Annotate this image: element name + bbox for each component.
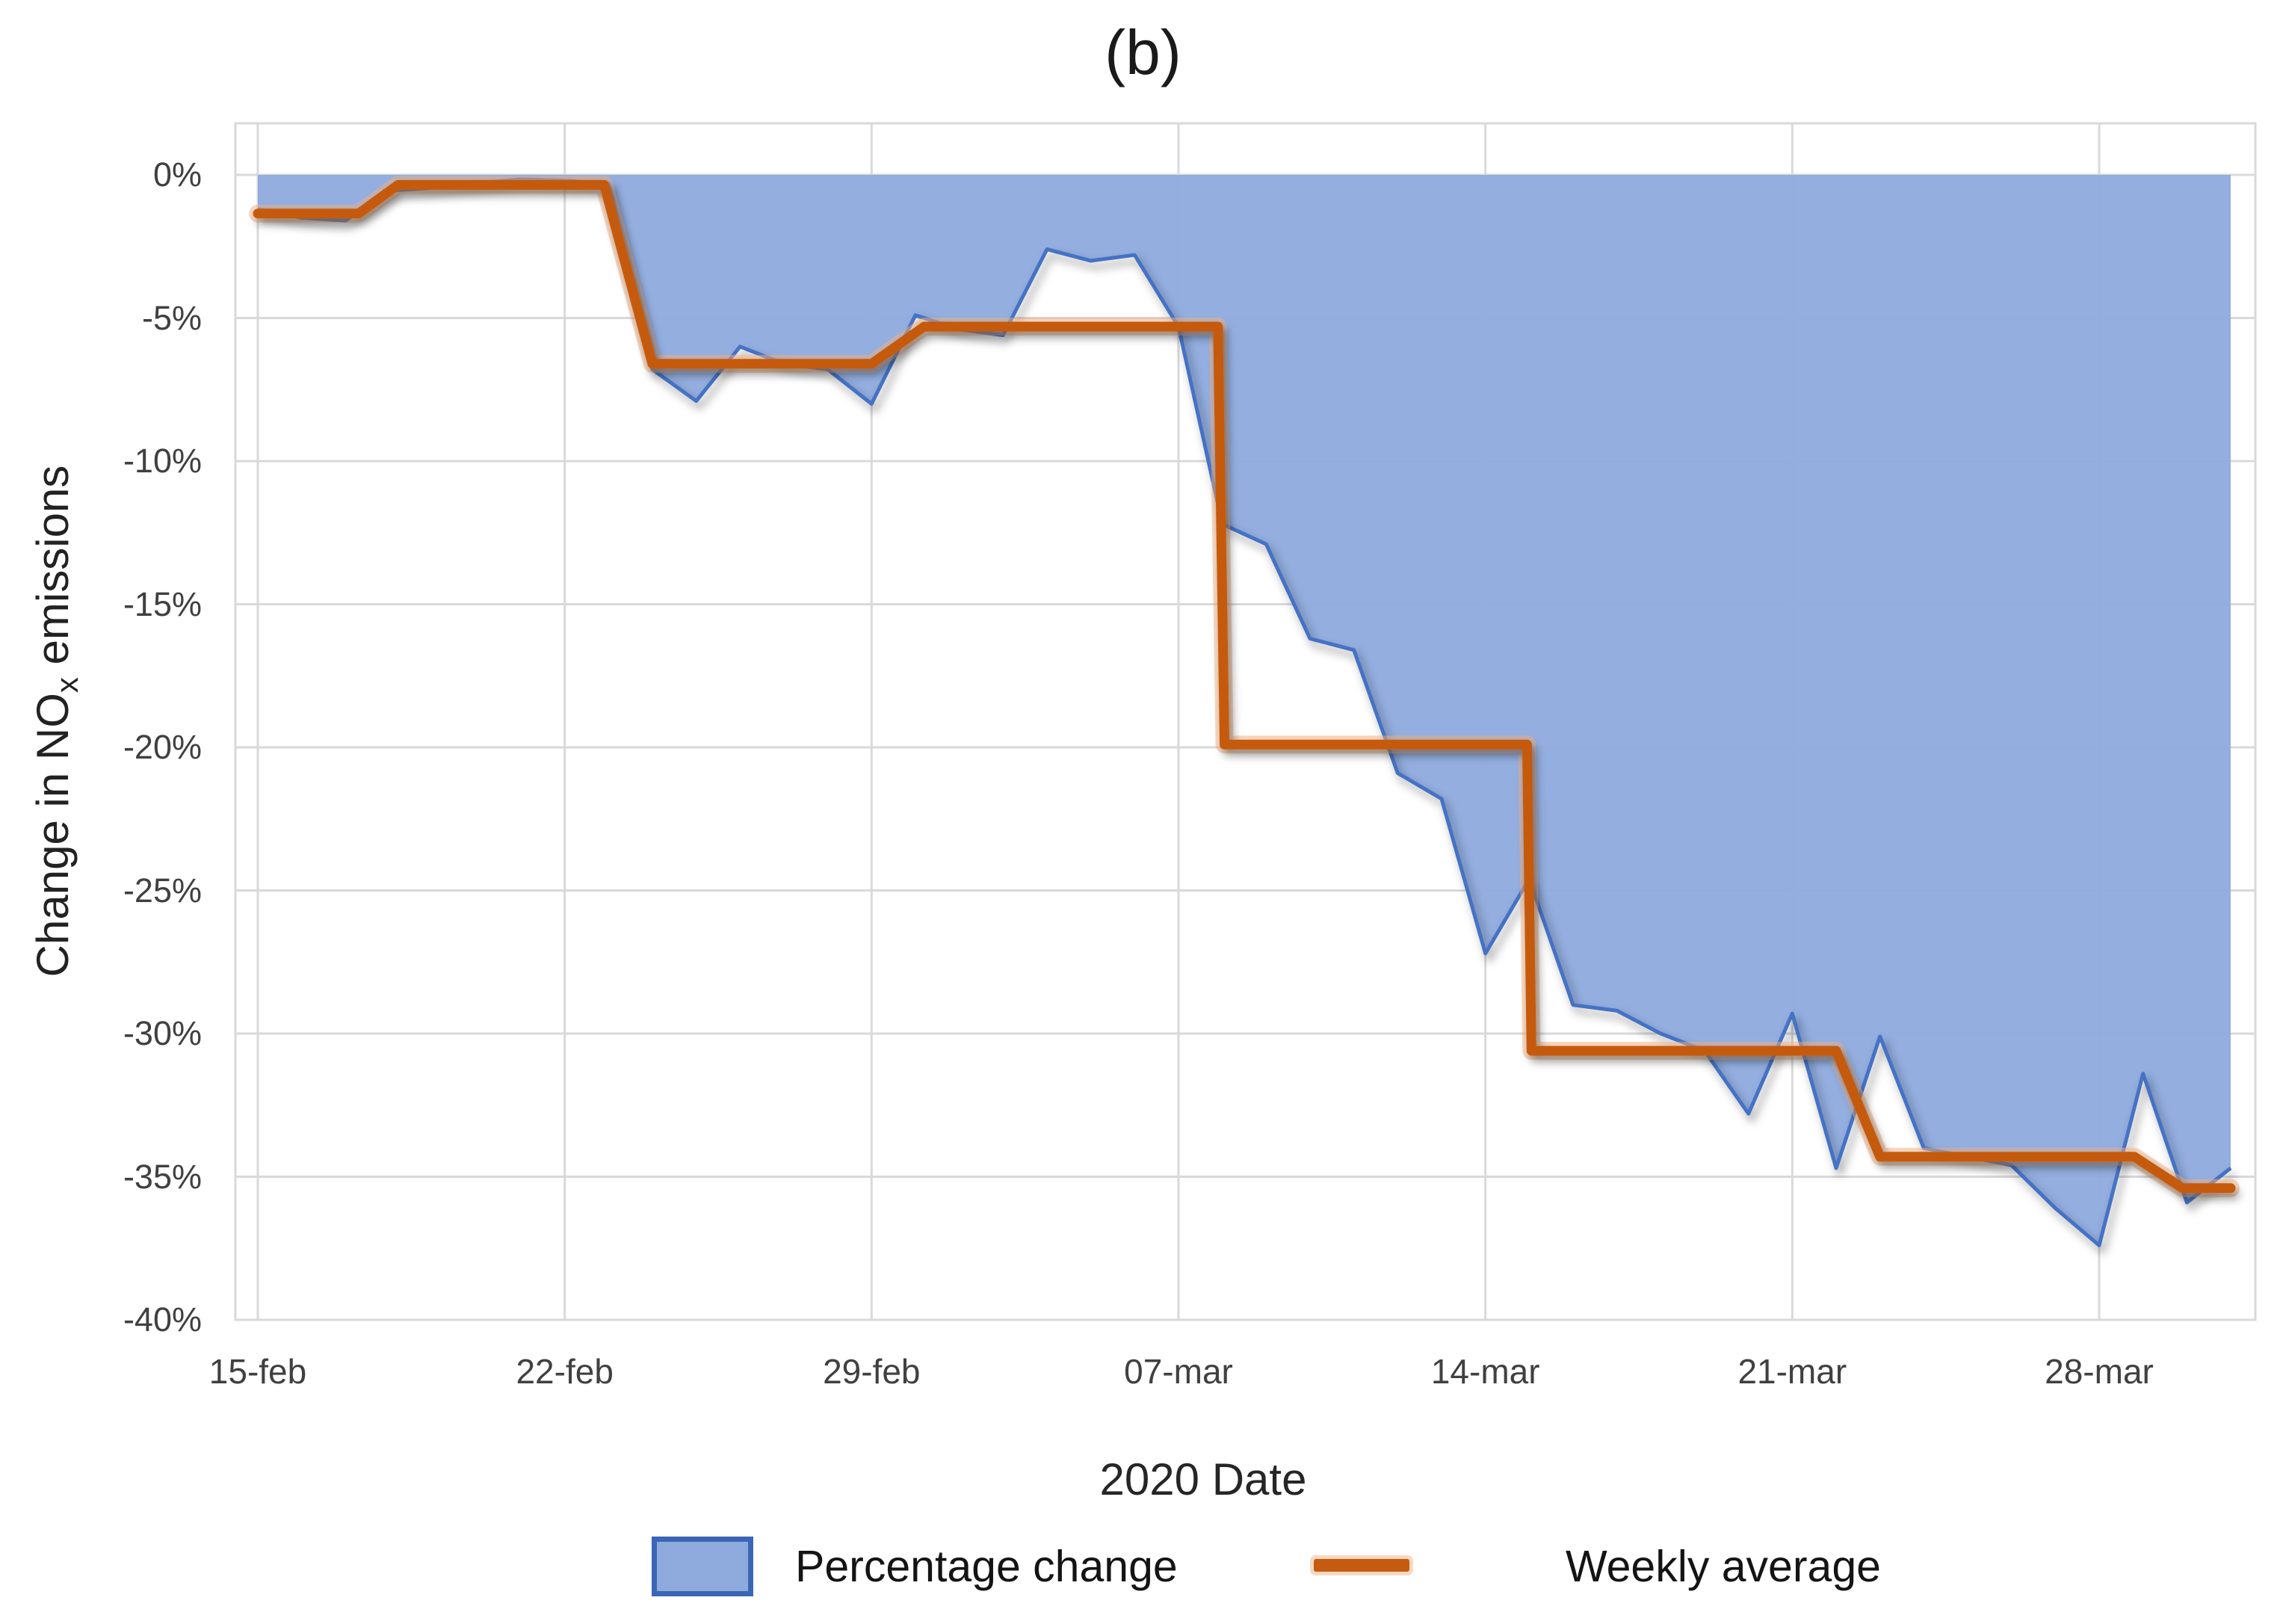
x-tick-label: 22-feb xyxy=(516,1352,614,1391)
plot-border xyxy=(234,122,2257,1321)
y-tick-label: -5% xyxy=(141,298,202,337)
x-tick-label: 14-mar xyxy=(1430,1352,1540,1391)
y-tick-label: -30% xyxy=(123,1014,202,1052)
y-tick-label: -25% xyxy=(123,871,202,910)
legend-label-percentage-change: Percentage change xyxy=(795,1542,1178,1591)
weekly-average-line xyxy=(253,179,2236,1194)
legend-label-weekly-average: Weekly average xyxy=(1566,1542,1881,1591)
x-tick-label: 29-feb xyxy=(823,1352,921,1391)
x-tick-label: 07-mar xyxy=(1124,1352,1233,1391)
y-tick-label: -15% xyxy=(123,584,202,623)
x-tick-label: 21-mar xyxy=(1737,1352,1847,1391)
y-tick-label: 0% xyxy=(152,155,202,194)
percentage-change-area xyxy=(258,175,2231,1246)
legend-swatch-percentage-change xyxy=(652,1537,753,1596)
y-tick-label: -20% xyxy=(123,728,202,766)
legend-dash-weekly-average xyxy=(1314,1559,1409,1572)
chart-title: (b) xyxy=(1105,17,1181,87)
x-axis-title: 2020 Date xyxy=(1099,1454,1307,1504)
y-tick-label: -35% xyxy=(123,1157,202,1196)
y-tick-label: -40% xyxy=(123,1300,202,1339)
y-tick-label: -10% xyxy=(123,442,202,480)
x-tick-label: 28-mar xyxy=(2045,1352,2154,1391)
x-tick-label: 15-feb xyxy=(208,1352,307,1391)
